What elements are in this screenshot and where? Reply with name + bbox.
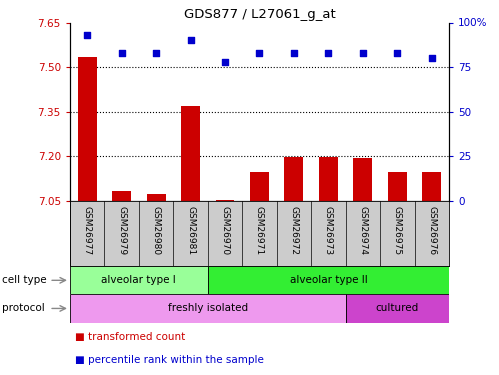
Text: GSM26981: GSM26981 xyxy=(186,206,195,255)
Title: GDS877 / L27061_g_at: GDS877 / L27061_g_at xyxy=(184,8,335,21)
Bar xyxy=(250,171,269,201)
Text: GSM26973: GSM26973 xyxy=(324,206,333,255)
Text: alveolar type II: alveolar type II xyxy=(289,275,367,285)
Bar xyxy=(147,194,166,201)
Point xyxy=(359,50,367,56)
Text: ■ percentile rank within the sample: ■ percentile rank within the sample xyxy=(75,355,264,365)
Bar xyxy=(70,266,208,294)
Text: cell type: cell type xyxy=(2,275,47,285)
Text: GSM26971: GSM26971 xyxy=(255,206,264,255)
Point xyxy=(290,50,298,56)
Point xyxy=(187,38,195,44)
Text: GSM26977: GSM26977 xyxy=(83,206,92,255)
Point xyxy=(152,50,160,56)
Text: GSM26976: GSM26976 xyxy=(427,206,436,255)
Point xyxy=(324,50,332,56)
Bar xyxy=(70,294,346,322)
Point xyxy=(118,50,126,56)
Text: GSM26974: GSM26974 xyxy=(358,206,367,255)
Point xyxy=(255,50,263,56)
Bar xyxy=(208,266,449,294)
Text: GSM26975: GSM26975 xyxy=(393,206,402,255)
Bar xyxy=(181,106,200,201)
Bar xyxy=(112,191,131,201)
Bar xyxy=(319,157,338,201)
Text: cultured: cultured xyxy=(376,303,419,313)
Bar xyxy=(78,57,97,201)
Text: alveolar type I: alveolar type I xyxy=(101,275,176,285)
Text: GSM26979: GSM26979 xyxy=(117,206,126,255)
Point xyxy=(393,50,401,56)
Point xyxy=(83,32,91,38)
Text: ■ transformed count: ■ transformed count xyxy=(75,332,185,342)
Point xyxy=(221,58,229,64)
Bar xyxy=(422,171,441,201)
Text: GSM26970: GSM26970 xyxy=(221,206,230,255)
Bar xyxy=(346,294,449,322)
Bar xyxy=(284,157,303,201)
Bar xyxy=(353,158,372,201)
Bar xyxy=(388,171,407,201)
Text: protocol: protocol xyxy=(2,303,45,313)
Text: freshly isolated: freshly isolated xyxy=(168,303,248,313)
Text: GSM26980: GSM26980 xyxy=(152,206,161,255)
Bar xyxy=(216,200,235,201)
Point xyxy=(428,55,436,61)
Text: GSM26972: GSM26972 xyxy=(289,206,298,255)
